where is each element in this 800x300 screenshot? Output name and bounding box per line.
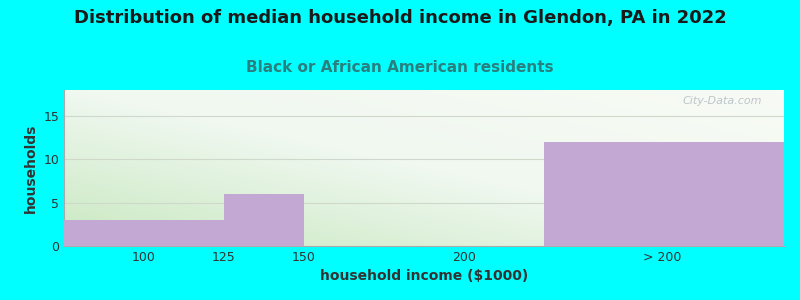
- Bar: [64, 220, 224, 246]
- Text: Distribution of median household income in Glendon, PA in 2022: Distribution of median household income …: [74, 9, 726, 27]
- Text: City-Data.com: City-Data.com: [683, 96, 762, 106]
- X-axis label: household income ($1000): household income ($1000): [320, 269, 528, 284]
- Bar: [224, 194, 304, 246]
- Y-axis label: households: households: [24, 123, 38, 213]
- Text: Black or African American residents: Black or African American residents: [246, 60, 554, 75]
- Bar: [544, 142, 784, 246]
